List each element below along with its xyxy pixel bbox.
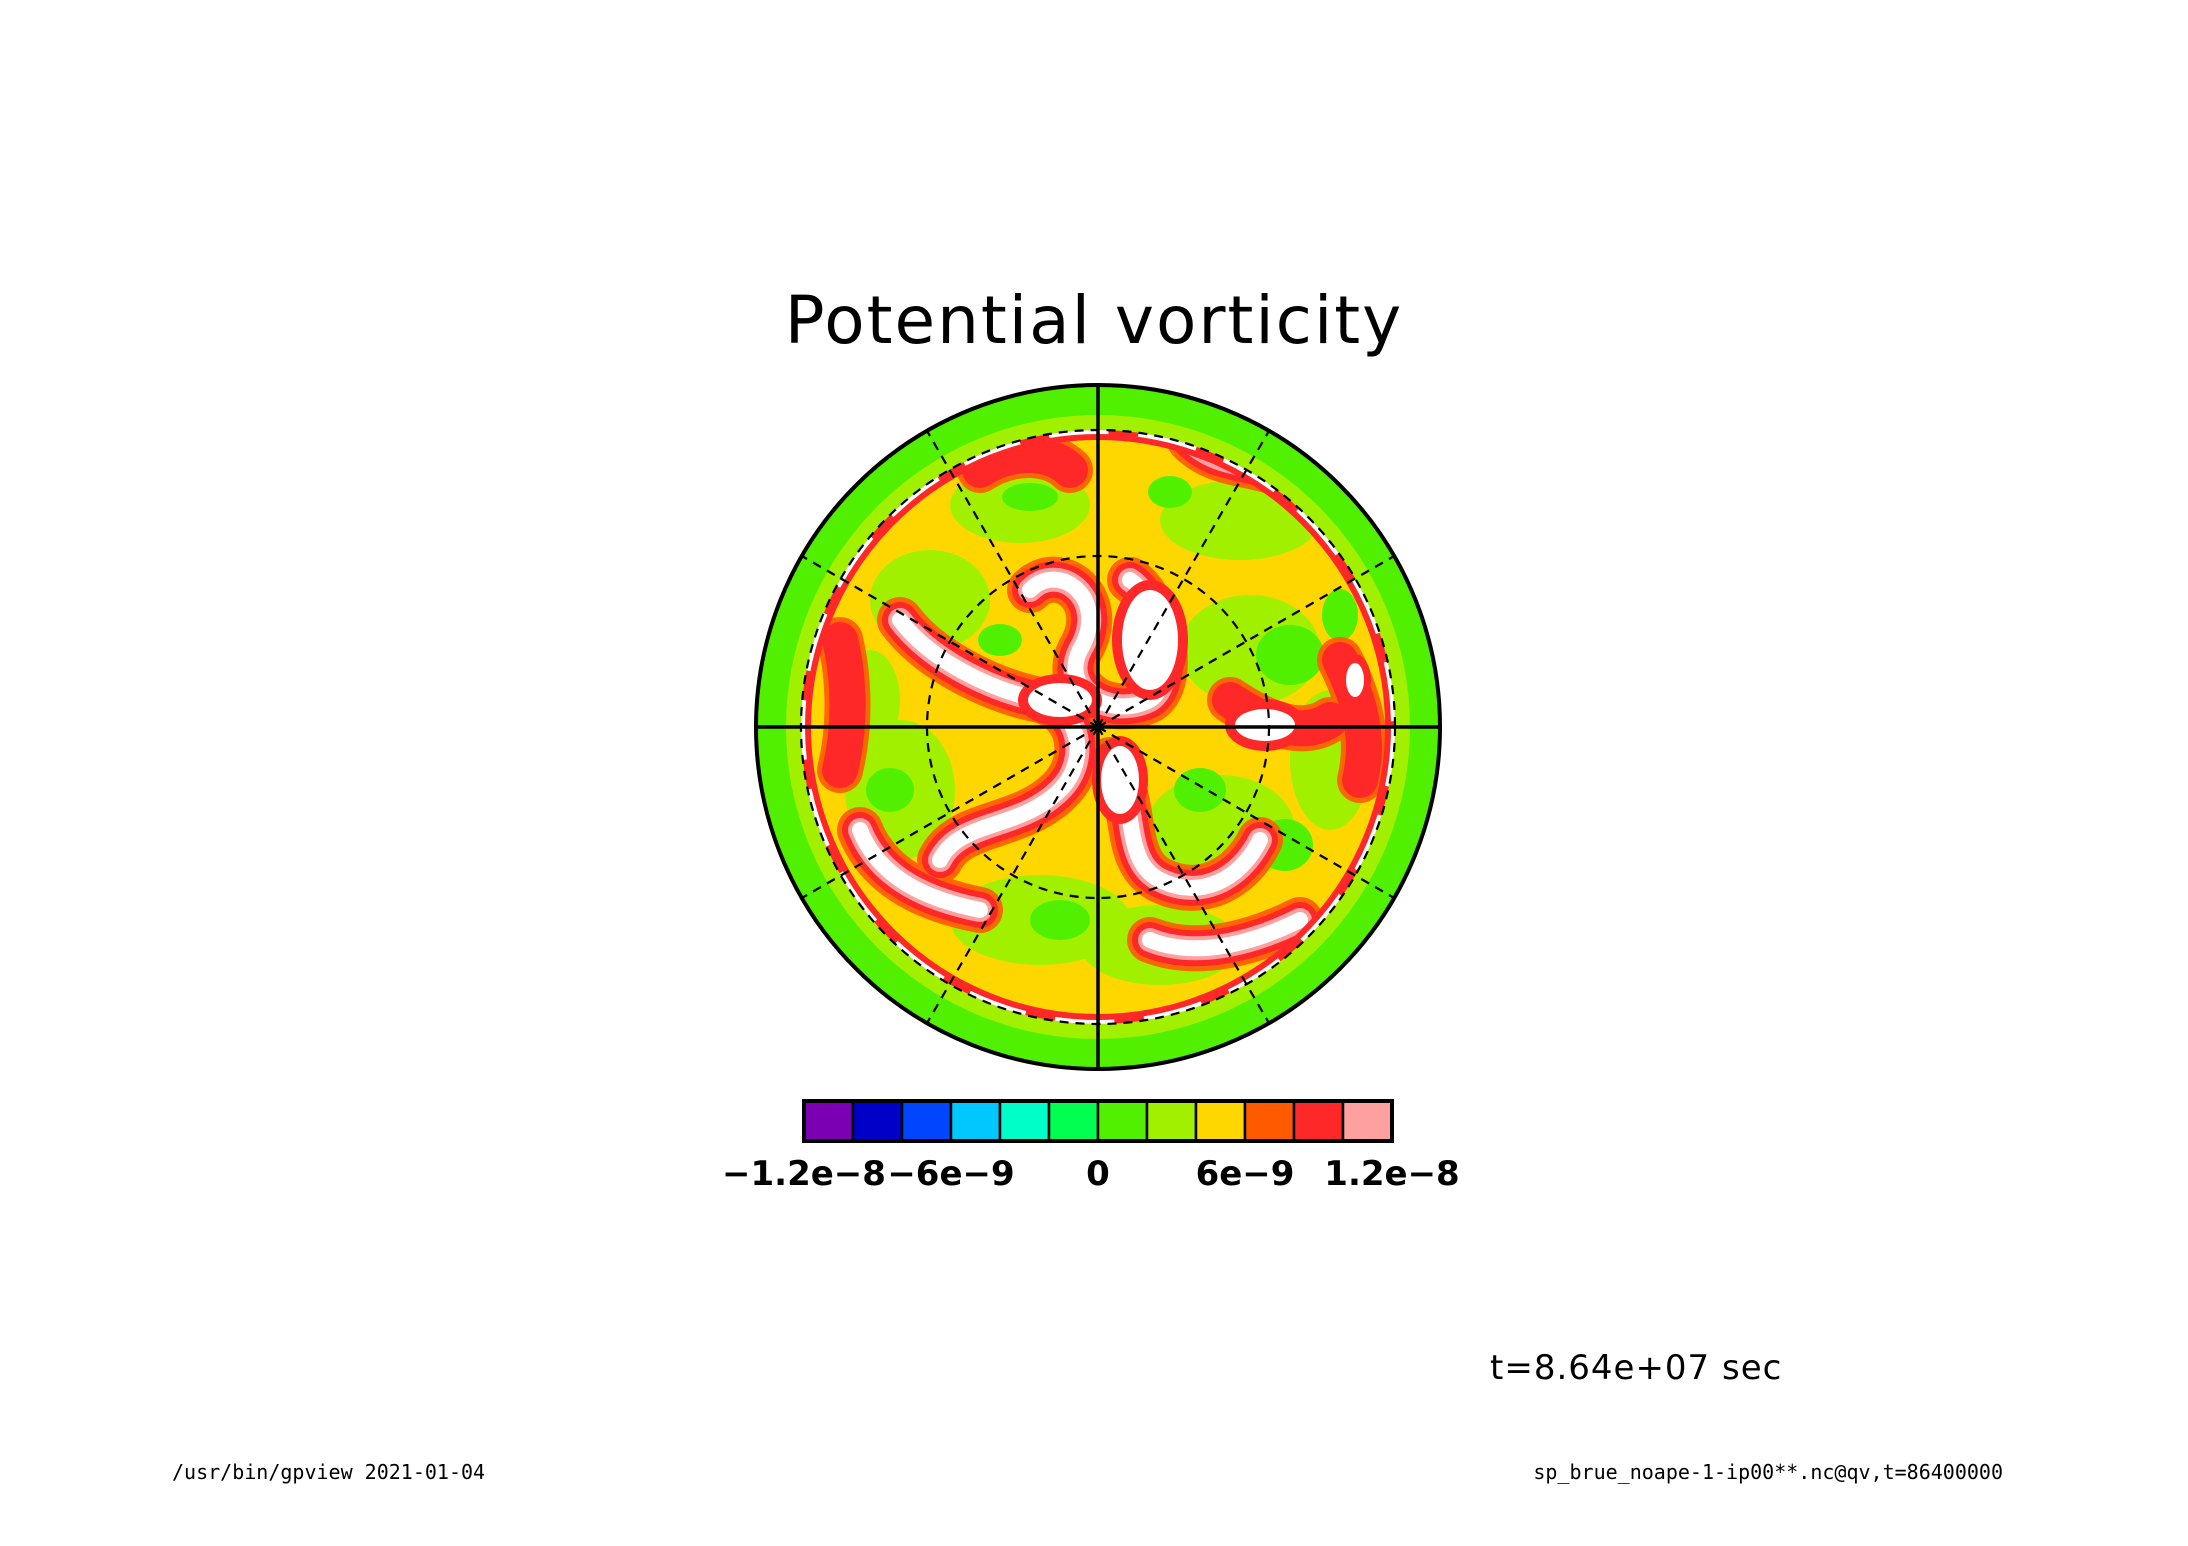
meridian-line bbox=[926, 430, 1099, 728]
colorbar-box bbox=[1243, 1099, 1296, 1143]
colorbar-box bbox=[1145, 1099, 1198, 1143]
meridian-line bbox=[1097, 555, 1395, 728]
solid-meridians bbox=[756, 385, 1440, 1069]
dashed-meridians bbox=[801, 430, 1395, 1024]
chart-title: Potential vorticity bbox=[784, 282, 1404, 359]
colorbar-tick-label: −6e−9 bbox=[887, 1154, 1014, 1194]
colorbar-box bbox=[1047, 1099, 1100, 1143]
colorbar-box bbox=[1096, 1099, 1149, 1143]
meridian-line bbox=[801, 726, 1099, 899]
meridian-line bbox=[926, 726, 1099, 1024]
plot-boundary bbox=[754, 383, 1442, 1071]
colorbar-box bbox=[900, 1099, 953, 1143]
colorbar-box bbox=[949, 1099, 1002, 1143]
colorbar-box bbox=[998, 1099, 1051, 1143]
colorbar-tick-label: 6e−9 bbox=[1196, 1154, 1295, 1194]
colorbar-frame bbox=[802, 1099, 1394, 1143]
colorbar-tick-label: 1.2e−8 bbox=[1324, 1154, 1459, 1194]
colorbar-box bbox=[1194, 1099, 1247, 1143]
time-label: t=8.64e+07 sec bbox=[1490, 1348, 1783, 1388]
footer-left: /usr/bin/gpview 2021-01-04 bbox=[172, 1460, 486, 1484]
colorbar-tick-label: 0 bbox=[1086, 1154, 1110, 1194]
colorbar-box bbox=[1341, 1099, 1394, 1143]
meridian-line bbox=[1097, 430, 1270, 728]
footer-right: sp_brue_noape-1-ip00**.nc@qv,t=86400000 bbox=[1533, 1460, 2003, 1484]
meridian-line bbox=[1097, 726, 1270, 1024]
colorbar-box bbox=[802, 1099, 855, 1143]
meridian-line bbox=[1097, 726, 1395, 899]
colorbar-box bbox=[851, 1099, 904, 1143]
meridian-line bbox=[801, 555, 1099, 728]
colorbar-box bbox=[1292, 1099, 1345, 1143]
colorbar-tick-label: −1.2e−8 bbox=[722, 1154, 886, 1194]
